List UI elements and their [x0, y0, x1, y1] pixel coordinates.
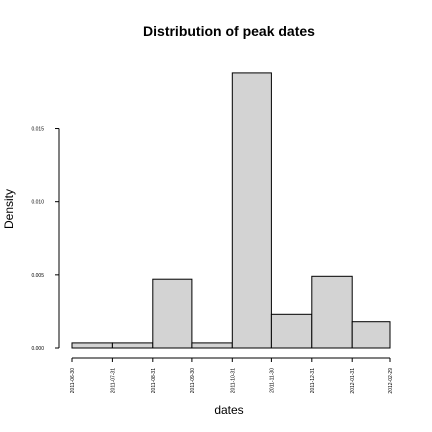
histogram-bar-2: [111, 342, 154, 349]
x-tick-label: 2011-10-31: [230, 368, 236, 393]
histogram-bar-1: [71, 342, 113, 349]
y-tick-label: 0.000: [31, 346, 44, 352]
y-tick-label: 0.015: [31, 127, 44, 133]
histogram-bar-7: [311, 275, 353, 349]
x-tick-label: 2011-07-31: [110, 368, 116, 393]
x-tick-label: 2011-12-31: [310, 368, 316, 393]
x-tick-label: 2011-09-30: [190, 368, 196, 393]
x-tick-label: 2012-02-29: [388, 368, 394, 394]
chart-title: Distribution of peak dates: [143, 23, 315, 39]
y-axis-label: Density: [2, 189, 16, 229]
y-tick-label: 0.010: [31, 200, 44, 206]
y-tick-label: 0.005: [31, 273, 44, 279]
x-tick-label: 2012-01-31: [350, 368, 356, 394]
histogram-bar-4: [191, 342, 233, 349]
x-tick-label: 2011-08-31: [151, 368, 157, 393]
x-axis-label: dates: [214, 403, 243, 417]
histogram-bar-5: [231, 72, 272, 349]
x-tick-label: 2011-11-30: [269, 368, 275, 393]
x-axis: 2011-06-30 2011-07-31 2011-08-31 2011-09-30…: [70, 357, 394, 394]
x-tick-label: 2011-06-30: [70, 368, 76, 393]
histogram-bar-3: [152, 278, 193, 349]
y-axis: 0.000 0.005 0.010 0.015: [31, 127, 60, 352]
histogram-bar-6: [270, 313, 313, 349]
bars-group: [71, 72, 391, 349]
histogram-bar-8: [351, 321, 391, 349]
